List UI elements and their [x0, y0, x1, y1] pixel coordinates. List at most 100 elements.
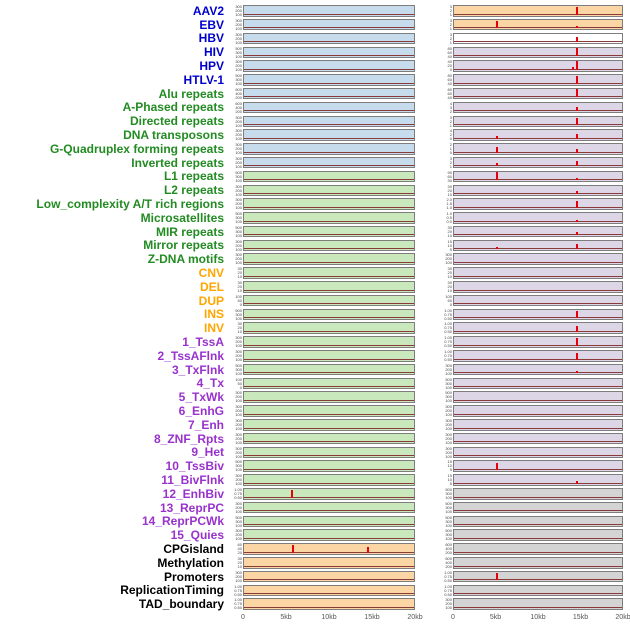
- signal-spike: [575, 149, 578, 153]
- column-gap: [415, 273, 440, 274]
- y-tick-label: 400: [445, 546, 452, 552]
- feature-row: DEL 3020100 3020100: [0, 280, 630, 294]
- feature-row: Low_complexity A/T rich regions 300 200 100…: [0, 197, 630, 211]
- signal-baseline: [244, 565, 414, 567]
- y-axis-tick-labels: 5003001000: [230, 212, 243, 224]
- y-tick-label: 300: [235, 391, 242, 396]
- y-tick-label: 300: [235, 432, 242, 437]
- row-label: Methylation: [157, 555, 224, 570]
- y-tick-label: 50: [447, 297, 452, 303]
- signal-baseline: [454, 344, 622, 346]
- signal-spike: [575, 337, 578, 346]
- y-tick-label: 400: [445, 560, 452, 566]
- feature-row: HPV300200100040200: [0, 59, 630, 73]
- y-axis-tick-labels: 100 50 0: [230, 378, 243, 390]
- y-tick-label: 200: [445, 601, 452, 607]
- y-tick-label: 300: [445, 394, 452, 400]
- track-panel-left: [243, 543, 415, 555]
- signal-spike: [575, 47, 578, 57]
- column-gap: [415, 355, 440, 356]
- signal-baseline: [244, 82, 414, 84]
- row-label: Inverted repeats: [131, 155, 224, 170]
- y-tick-label: 1.00: [234, 584, 242, 589]
- signal-spike: [575, 231, 578, 236]
- row-label: AAV2: [192, 3, 224, 18]
- signal-baseline: [454, 441, 622, 443]
- y-tick-label: 100: [235, 25, 242, 31]
- y-axis-tick-labels: 100 50 0: [440, 295, 453, 307]
- y-tick-label: 200: [445, 256, 452, 262]
- y-tick-label: 100: [235, 219, 242, 224]
- track-panel-left: [243, 212, 415, 224]
- feature-row: A-Phased repeats 6004002000 43210: [0, 101, 630, 115]
- y-axis-tick-labels: 3210: [440, 19, 453, 31]
- y-tick-label: 500: [235, 74, 242, 79]
- y-tick-label: 500: [235, 363, 242, 368]
- y-axis-tick-labels: 9060300: [440, 171, 453, 183]
- signal-baseline: [454, 372, 622, 374]
- feature-row: INS 5003001000 1.000.750.500.250.00: [0, 308, 630, 322]
- track-panel-right: [453, 501, 623, 514]
- y-tick-label: 300: [235, 253, 242, 258]
- signal-spike: [575, 480, 578, 484]
- y-tick-label: 500: [445, 529, 452, 534]
- signal-baseline: [244, 551, 414, 553]
- column-gap: [415, 590, 440, 591]
- y-tick-label: 20: [237, 284, 242, 290]
- row-label: DUP: [198, 293, 224, 308]
- y-tick-label: 300: [235, 173, 242, 179]
- y-tick-label: 200: [235, 449, 242, 455]
- feature-row: L2 repeats30020010003020100: [0, 183, 630, 197]
- signal-baseline: [454, 579, 622, 581]
- y-tick-label: 0.50: [444, 357, 452, 362]
- signal-baseline: [454, 110, 622, 112]
- y-tick-label: 200: [235, 339, 242, 345]
- row-label: 6_EnhG: [178, 404, 224, 418]
- signal-spike: [575, 371, 578, 374]
- y-tick-label: 100: [235, 439, 242, 445]
- track-panel-left: [243, 419, 415, 431]
- y-tick-label: 100: [445, 508, 452, 514]
- row-label: 3_TxFlnk: [171, 362, 224, 377]
- column-gap: [415, 52, 440, 53]
- y-tick-label: 100: [235, 12, 242, 17]
- x-tick-label: 0: [241, 614, 245, 622]
- y-tick-label: 1.00: [444, 350, 452, 355]
- y-tick-label: 200: [445, 366, 452, 372]
- signal-baseline: [454, 317, 622, 319]
- y-tick-label: 500: [445, 488, 452, 493]
- y-tick-label: 5: [449, 467, 452, 472]
- y-tick-label: 300: [235, 518, 242, 524]
- y-tick-label: 300: [445, 598, 452, 603]
- y-tick-label: 300: [235, 529, 242, 534]
- y-axis-tick-labels: 5003001000: [230, 226, 243, 238]
- x-axis-right: 0 5kb 10kb 15kb 20kb: [451, 611, 630, 627]
- feature-row: 12_EnhBiv 1.000.750.500.250.00 5003001000: [0, 487, 630, 501]
- y-tick-label: 1.00: [444, 308, 452, 313]
- y-tick-label: 200: [235, 118, 242, 124]
- column-gap: [415, 562, 440, 563]
- y-axis-tick-labels: 1.000.750.500.250.00: [230, 488, 243, 500]
- y-tick-label: 100: [235, 163, 242, 169]
- y-tick-label: 80: [447, 74, 452, 79]
- column-gap: [415, 245, 440, 246]
- y-axis-tick-labels: 5003001000: [230, 460, 243, 472]
- y-axis-tick-labels: 1.000.750.500.250.00: [230, 598, 243, 610]
- y-tick-label: 200: [235, 8, 242, 14]
- signal-baseline: [244, 399, 414, 401]
- column-gap: [415, 107, 440, 108]
- y-tick-label: 100: [445, 426, 452, 431]
- track-panel-right: [453, 405, 623, 417]
- y-axis-tick-labels: 1.000.750.500.250.00: [230, 585, 243, 597]
- y-tick-label: 500: [235, 212, 242, 217]
- y-tick-label: 300: [445, 432, 452, 437]
- y-tick-label: 0.75: [234, 587, 242, 593]
- column-gap: [415, 466, 440, 467]
- y-tick-label: 5: [449, 481, 452, 486]
